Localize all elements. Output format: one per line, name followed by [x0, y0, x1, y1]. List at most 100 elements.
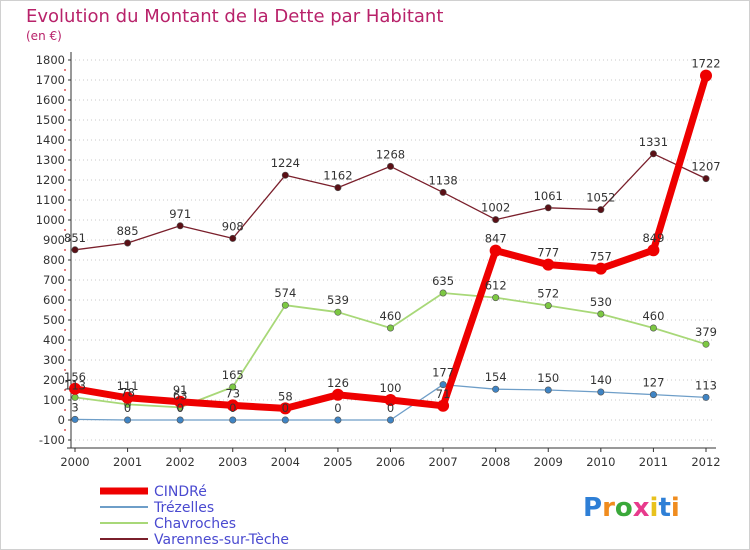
data-label: 0	[387, 401, 394, 415]
series-point	[597, 388, 605, 396]
legend: CINDRéTrézellesChavrochesVarennes-sur-Tè…	[100, 484, 289, 548]
data-label: 156	[64, 370, 86, 384]
data-label: 3	[71, 400, 78, 414]
data-label: 460	[380, 309, 402, 323]
data-label: 847	[485, 232, 507, 246]
y-tick-label: 300	[43, 353, 65, 367]
y-tick-label: 1700	[36, 73, 65, 87]
proxiti-logo: Proxiti	[583, 493, 680, 523]
chart-title: Evolution du Montant de la Dette par Hab…	[26, 6, 443, 27]
series-point	[544, 386, 552, 394]
data-label: 165	[222, 368, 244, 382]
y-tick-label: 900	[43, 233, 65, 247]
x-tick-label: 2007	[428, 455, 457, 469]
data-label: 635	[432, 274, 454, 288]
series-point	[649, 150, 657, 158]
data-label: 91	[173, 383, 188, 397]
x-tick-label: 2011	[639, 455, 668, 469]
series-point	[386, 416, 394, 424]
series-point	[124, 239, 132, 247]
legend-label: Chavroches	[154, 516, 236, 532]
y-tick-label: 1400	[36, 133, 65, 147]
data-label: 908	[222, 219, 244, 233]
series-point	[439, 188, 447, 196]
data-label: 757	[590, 250, 612, 264]
series-point	[229, 416, 237, 424]
series-point	[281, 171, 289, 179]
data-label: 777	[537, 246, 559, 260]
series-point	[489, 244, 502, 257]
y-tick-label: 500	[43, 313, 65, 327]
y-tick-label: 400	[43, 333, 65, 347]
series-point	[702, 175, 710, 183]
series-point	[384, 394, 397, 406]
series-point	[226, 399, 239, 412]
data-label: 126	[327, 376, 349, 390]
y-tick-label: 1000	[36, 213, 65, 227]
axis-layer: -100010020030040050060070080090010001100…	[36, 52, 721, 469]
data-label: 612	[485, 279, 507, 293]
y-tick-label: 0	[58, 413, 65, 427]
y-tick-label: 1800	[36, 53, 65, 67]
series-point	[69, 382, 81, 395]
x-tick-label: 2001	[113, 455, 142, 469]
series-point	[174, 395, 187, 408]
series-point	[176, 416, 184, 424]
series-point	[649, 324, 657, 332]
series-point	[597, 310, 605, 318]
x-tick-label: 2004	[271, 455, 300, 469]
series-point	[124, 416, 132, 424]
series-point	[439, 289, 447, 297]
data-label: 1138	[428, 173, 457, 187]
data-label: 63	[173, 388, 188, 402]
data-label: 100	[380, 381, 402, 395]
series-point	[492, 294, 500, 302]
x-tick-label: 2000	[60, 455, 89, 469]
series-point	[492, 385, 500, 393]
series-point	[71, 246, 79, 254]
x-tick-label: 2002	[166, 455, 195, 469]
data-label: 0	[177, 401, 184, 415]
data-label: 971	[169, 207, 191, 221]
series-line	[71, 72, 710, 412]
data-label: 539	[327, 293, 349, 307]
series-point	[229, 234, 237, 242]
data-label: 140	[590, 373, 612, 387]
series-point	[386, 162, 394, 170]
y-tick-label: 1500	[36, 113, 65, 127]
data-label: 1331	[639, 135, 668, 149]
data-label: 574	[274, 286, 296, 300]
data-label: 1052	[586, 191, 615, 205]
data-label: 113	[695, 378, 717, 392]
x-tick-label: 2006	[376, 455, 405, 469]
series-point	[71, 415, 79, 423]
data-label: 78	[120, 385, 135, 399]
series-point	[649, 391, 657, 399]
data-label: 154	[485, 370, 507, 384]
series-point	[121, 391, 134, 404]
series-point	[331, 388, 344, 401]
series-point	[437, 399, 450, 412]
x-tick-label: 2003	[218, 455, 247, 469]
data-label: 0	[124, 401, 131, 415]
legend-label: Varennes-sur-Tèche	[154, 532, 289, 548]
legend-label: CINDRé	[154, 484, 207, 500]
series-point	[386, 324, 394, 332]
y-tick-label: 1600	[36, 93, 65, 107]
logo-wordmark: Proxiti	[583, 493, 680, 523]
series-point	[700, 69, 712, 82]
data-label: 851	[64, 231, 86, 245]
data-label: 1061	[534, 189, 563, 203]
series-point	[281, 416, 289, 424]
data-label: 849	[642, 231, 664, 245]
x-tick-label: 2009	[534, 455, 563, 469]
series-point	[334, 308, 342, 316]
series-layer	[69, 69, 712, 424]
data-label: 0	[229, 401, 236, 415]
y-tick-label: 100	[43, 393, 65, 407]
chart-subtitle: (en €)	[26, 29, 62, 43]
data-label: 1722	[691, 57, 720, 71]
data-label: 1268	[376, 147, 405, 161]
